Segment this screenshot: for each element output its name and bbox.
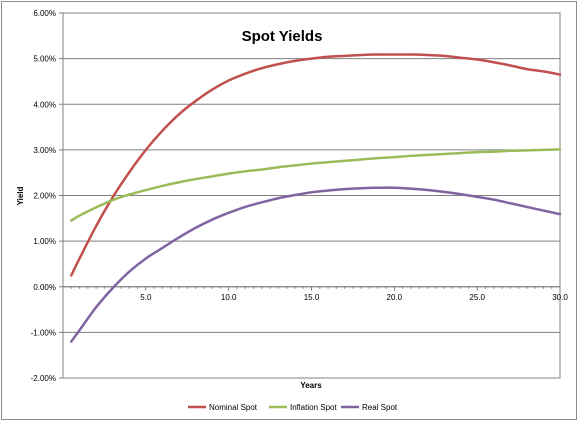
legend: Nominal Spot Inflation Spot Real Spot bbox=[188, 403, 398, 412]
y-tick-label: 2.00% bbox=[33, 192, 56, 201]
y-tick-label: 5.00% bbox=[33, 55, 56, 64]
y-tick-label: 3.00% bbox=[33, 146, 56, 155]
x-tick-label: 10.0 bbox=[221, 293, 237, 302]
x-tick-label: 15.0 bbox=[304, 293, 320, 302]
y-tick-label: 1.00% bbox=[33, 237, 56, 246]
axes: -2.00% -1.00% 0.00% 1.00% 2.00% 3.00% 4.00% 5.0… bbox=[31, 9, 569, 383]
legend-label-inflation-spot: Inflation Spot bbox=[290, 403, 337, 412]
x-axis-title: Years bbox=[300, 381, 322, 390]
legend-label-nominal-spot: Nominal Spot bbox=[209, 403, 258, 412]
series-line-inflation-spot bbox=[70, 148, 562, 222]
y-tick-label: 4.00% bbox=[33, 100, 56, 109]
series-line-real-spot bbox=[70, 186, 562, 343]
series-lines bbox=[70, 53, 562, 343]
y-tick-label: 0.00% bbox=[33, 283, 56, 292]
gridlines bbox=[63, 58, 560, 333]
y-axis-title: Yield bbox=[16, 186, 25, 205]
series-line-nominal-spot bbox=[70, 53, 562, 277]
x-tick-label: 20.0 bbox=[387, 293, 403, 302]
y-tick-label: -2.00% bbox=[31, 374, 56, 383]
y-tick-label: 6.00% bbox=[33, 9, 56, 18]
y-tick-label: -1.00% bbox=[31, 328, 56, 337]
chart-title: Spot Yields bbox=[242, 28, 323, 45]
x-tick-label: 5.0 bbox=[140, 293, 152, 302]
x-tick-label: 30.0 bbox=[552, 293, 568, 302]
legend-label-real-spot: Real Spot bbox=[362, 403, 398, 412]
x-tick-label: 25.0 bbox=[469, 293, 485, 302]
